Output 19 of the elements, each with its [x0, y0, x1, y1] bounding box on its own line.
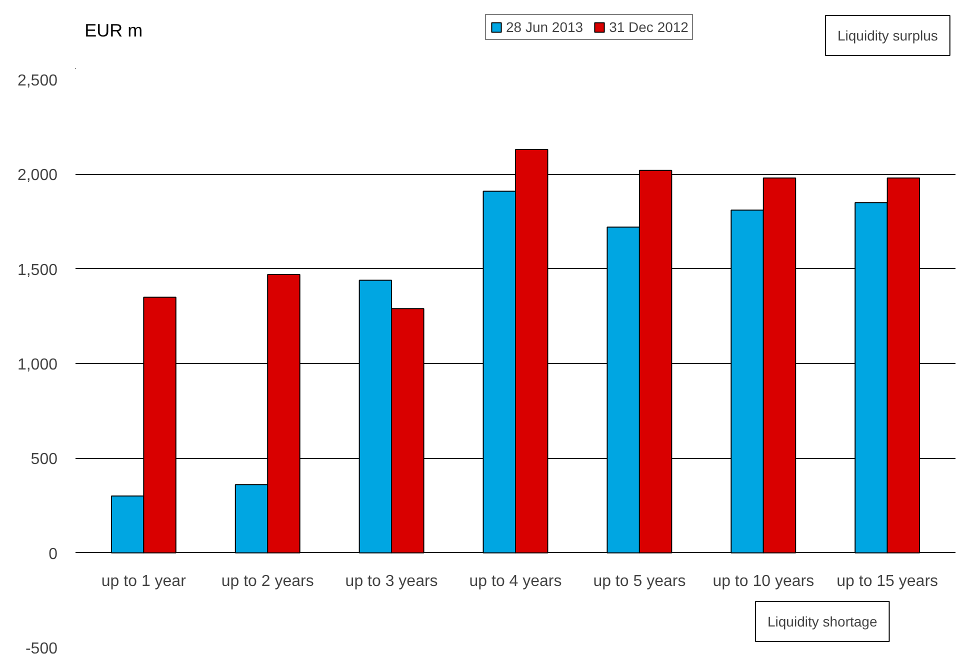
y-tick-label: 2,500	[17, 72, 58, 90]
legend-label: 28 Jun 2013	[506, 19, 584, 35]
x-tick-label: up to 2 years	[221, 572, 314, 590]
y-tick-label: 2,000	[17, 167, 58, 184]
x-tick-label: up to 15 years	[836, 572, 938, 590]
x-tick-label: up to 3 years	[345, 572, 438, 590]
text: Liquidity surplus	[838, 28, 938, 44]
y-tick-label: -500	[25, 640, 58, 658]
y-tick-label: 0	[48, 546, 58, 563]
x-tick-label: up to 5 years	[593, 572, 686, 590]
y-tick-label: 1,000	[17, 356, 58, 374]
y-axis-title: EUR m	[84, 20, 143, 40]
annotation: Liquidity shortage	[768, 614, 878, 630]
x-tick-label: up to 1 year	[101, 572, 187, 590]
y-tick-label: 1,500	[17, 262, 58, 279]
x-tick-label: up to 4 years	[469, 572, 562, 590]
y-tick-label: 500	[30, 451, 58, 468]
x-tick-label: up to 10 years	[712, 572, 814, 590]
legend-label: 31 Dec 2012	[609, 19, 688, 35]
